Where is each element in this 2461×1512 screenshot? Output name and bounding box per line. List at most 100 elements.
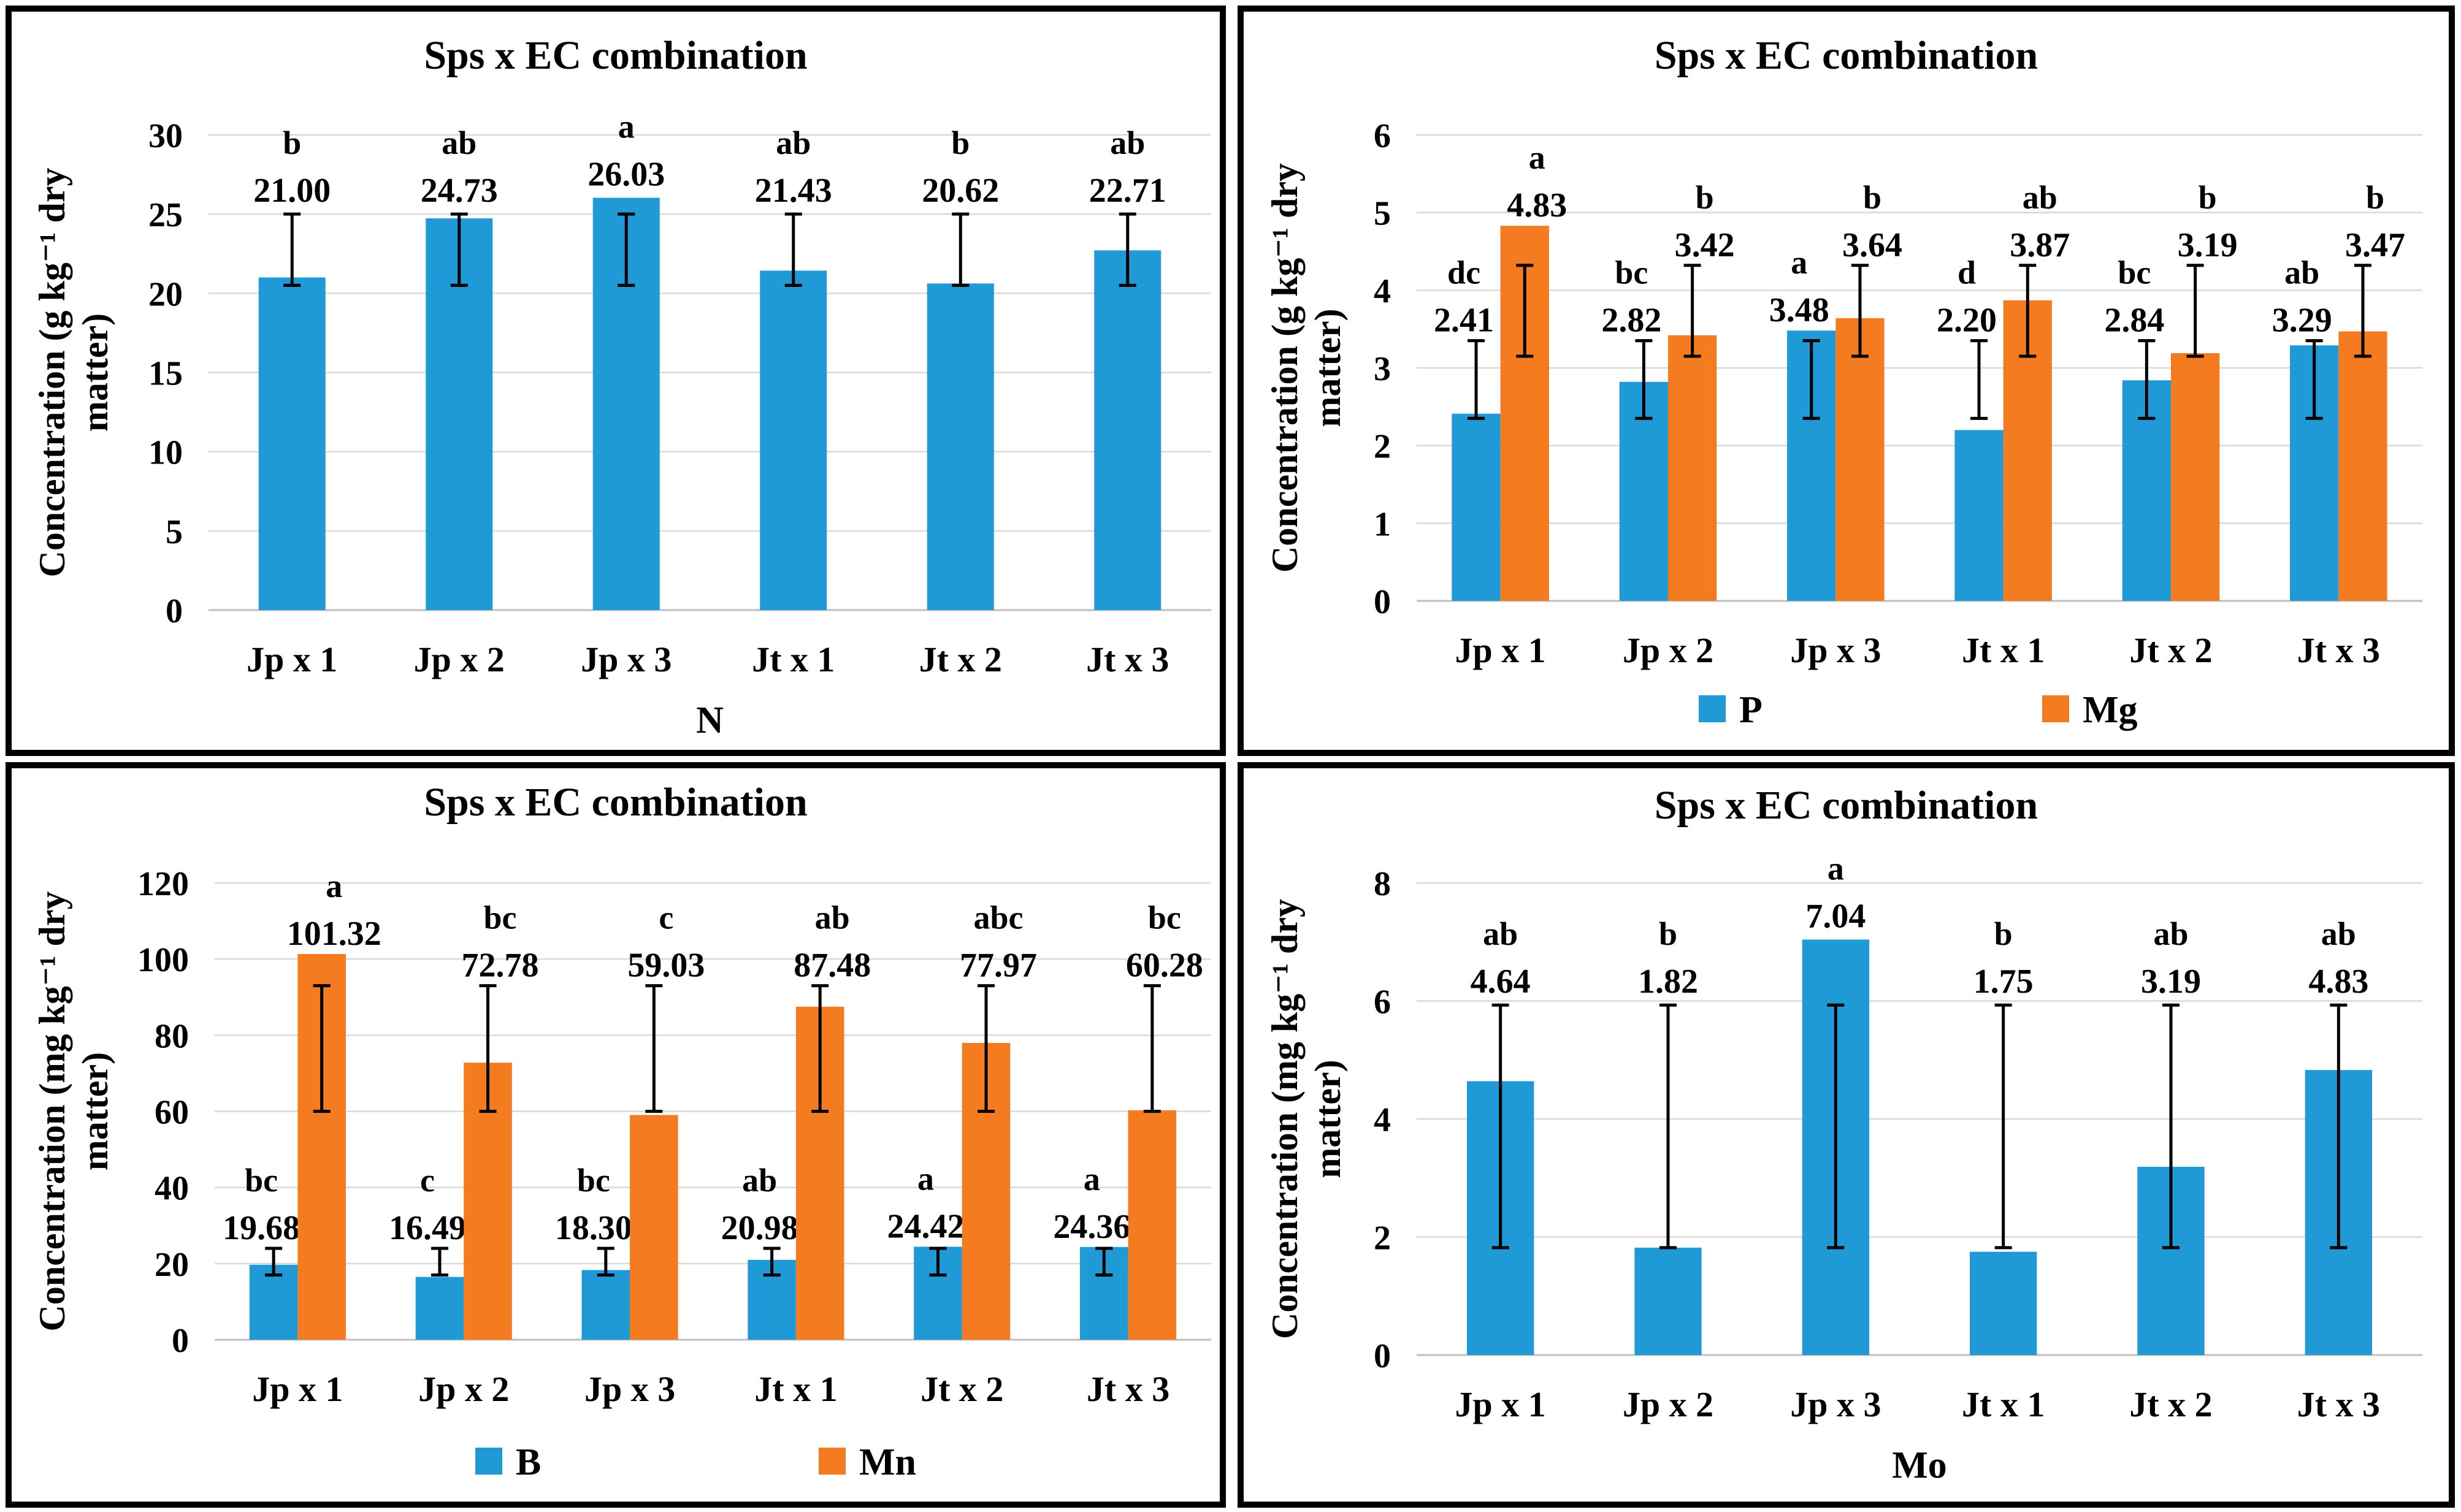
- error-bar: [645, 984, 663, 1113]
- significance-letter: a: [1529, 139, 1545, 176]
- y-tick-label: 4: [1374, 272, 1391, 310]
- error-bar: [2354, 264, 2371, 358]
- data-label: 24.36: [1053, 1208, 1130, 1246]
- y-tick-label: 2: [1374, 1220, 1391, 1258]
- bar-p: [1954, 430, 2004, 601]
- data-label: 1.82: [1638, 963, 1698, 1001]
- significance-letter: ab: [742, 1162, 777, 1199]
- significance-letter: ab: [2023, 179, 2057, 216]
- y-tick-label: 25: [148, 196, 183, 234]
- error-bar: [313, 984, 331, 1113]
- error-bar: [1827, 1003, 1845, 1250]
- error-bar: [2305, 339, 2323, 420]
- data-label: 3.87: [2010, 226, 2070, 264]
- bar-mg: [2171, 353, 2220, 601]
- y-tick-label: 0: [166, 592, 183, 630]
- significance-letter: b: [2199, 179, 2217, 216]
- category-label: Jp x 2: [1623, 1384, 1713, 1424]
- error-bar: [978, 984, 995, 1113]
- bar-n: [927, 283, 994, 611]
- category-label: Jt x 2: [919, 640, 1002, 679]
- panel-frame: [6, 762, 1226, 1508]
- category-label: Jp x 3: [1790, 1384, 1881, 1424]
- error-bar: [1994, 1003, 2012, 1250]
- data-label: 2.20: [1937, 302, 1997, 340]
- y-tick-label: 3: [1374, 350, 1391, 388]
- y-tick-label: 100: [137, 941, 189, 979]
- legend-swatch-p: [1699, 695, 1726, 722]
- error-bar: [1683, 264, 1701, 358]
- bar-b: [581, 1270, 630, 1340]
- data-label: 3.47: [2345, 226, 2405, 264]
- y-tick-label: 30: [148, 117, 183, 155]
- y-axis-label-line2: matter): [1307, 308, 1348, 427]
- category-label: Jp x 2: [1623, 630, 1713, 670]
- data-label: 3.19: [2141, 963, 2201, 1001]
- y-tick-label: 0: [1374, 583, 1391, 621]
- data-label: 7.04: [1805, 897, 1866, 935]
- error-bar: [1143, 984, 1161, 1113]
- y-tick-label: 20: [155, 1246, 189, 1284]
- error-bar: [1095, 1247, 1113, 1277]
- y-tick-label: 0: [1374, 1337, 1391, 1375]
- error-bar: [1970, 339, 1988, 420]
- significance-letter: c: [659, 899, 673, 936]
- data-label: 20.62: [922, 172, 999, 210]
- data-label: 1.75: [1973, 963, 2034, 1001]
- chart-panel-2: Sps x EC combination 0 1 2 3 4 5 6 Concentration…: [1238, 6, 2455, 756]
- bar-mg: [1668, 335, 1717, 601]
- y-tick-label: 120: [137, 865, 189, 903]
- y-tick-label: 2: [1374, 428, 1391, 466]
- significance-letter: bc: [1615, 254, 1648, 291]
- data-label: 3.42: [1675, 226, 1735, 264]
- y-tick-label: 10: [148, 434, 183, 472]
- error-bar: [763, 1247, 781, 1277]
- significance-letter: dc: [1447, 254, 1480, 291]
- data-label: 3.29: [2272, 302, 2332, 340]
- data-label: 20.98: [721, 1209, 798, 1247]
- y-axis-label: Concentration (g kg⁻¹ dry: [1265, 163, 1305, 573]
- error-bar: [811, 984, 829, 1113]
- data-label: 87.48: [794, 947, 871, 985]
- x-axis-label: N: [696, 700, 724, 741]
- error-bar: [2162, 1003, 2180, 1250]
- error-bar: [450, 212, 468, 287]
- data-label: 2.82: [1601, 302, 1661, 340]
- significance-letter: b: [283, 124, 301, 161]
- error-bar: [1468, 339, 1485, 420]
- category-label: Jt x 3: [1087, 1369, 1169, 1409]
- y-tick-label: 80: [155, 1017, 189, 1055]
- category-label: Jp x 3: [584, 1369, 675, 1409]
- y-axis-label: Concentration (g kg⁻¹ dry: [32, 168, 72, 578]
- legend-swatch-mn: [819, 1448, 846, 1475]
- data-label: 77.97: [960, 947, 1037, 985]
- error-bar: [1635, 339, 1653, 420]
- y-axis-label-line2: matter): [75, 313, 115, 432]
- chart-title: Sps x EC combination: [1655, 33, 2038, 78]
- significance-letter: abc: [974, 899, 1024, 936]
- bar-n: [760, 270, 827, 610]
- data-label: 4.64: [1471, 963, 1531, 1001]
- legend-swatch-b: [475, 1448, 502, 1475]
- chart-title: Sps x EC combination: [424, 33, 807, 78]
- data-label: 72.78: [462, 947, 539, 985]
- legend-swatch-mg: [2042, 695, 2069, 722]
- category-label: Jt x 1: [1962, 1384, 2045, 1424]
- category-label: Jt x 2: [2129, 630, 2212, 670]
- chart-title: Sps x EC combination: [1655, 783, 2038, 828]
- data-label: 2.41: [1434, 302, 1494, 340]
- error-bar: [618, 212, 635, 287]
- error-bar: [431, 1247, 448, 1277]
- significance-letter: bc: [1148, 899, 1181, 936]
- legend-label: Mn: [859, 1441, 916, 1483]
- bar-mo: [1634, 1247, 1702, 1355]
- bar-n: [258, 277, 326, 610]
- significance-letter: ab: [442, 124, 477, 161]
- category-label: Jp x 3: [1790, 630, 1881, 670]
- y-tick-label: 6: [1374, 983, 1391, 1021]
- category-label: Jp x 2: [418, 1369, 509, 1409]
- y-tick-label: 1: [1374, 505, 1391, 543]
- significance-letter: b: [1994, 915, 2013, 952]
- error-bar: [2330, 1003, 2348, 1250]
- y-tick-label: 20: [148, 275, 183, 313]
